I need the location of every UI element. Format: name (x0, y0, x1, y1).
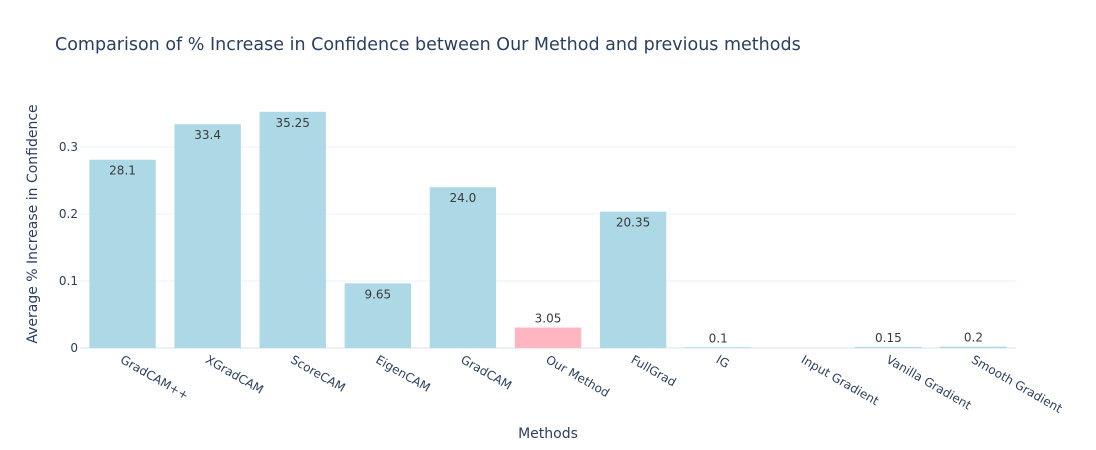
x-tick-label: IG (714, 352, 732, 371)
x-tick-label: Our Method (544, 352, 612, 400)
y-tick-label: 0.1 (59, 274, 78, 288)
x-tick-label: GradCAM++ (118, 352, 191, 402)
bar-data-label: 0.2 (964, 331, 983, 345)
bar (344, 283, 412, 348)
bar-data-label: 0.15 (875, 331, 902, 345)
bar-data-label: 3.05 (535, 312, 562, 326)
y-tick-label: 0.3 (59, 140, 78, 154)
y-axis-ticks: 0 0.1 0.2 0.3 (59, 140, 78, 355)
x-axis-title: Methods (518, 426, 578, 442)
bar-data-label: 0.1 (709, 331, 728, 345)
bar (174, 124, 241, 348)
bar (89, 159, 156, 348)
x-tick-label: GradCAM (458, 352, 514, 392)
x-tick-label: EigenCAM (373, 352, 432, 394)
bar (684, 347, 752, 348)
bar (514, 327, 582, 348)
bars: 28.1 33.4 35.25 9.65 24.0 3.05 20.35 0.1 0.15 0.2 (89, 111, 1007, 348)
x-tick-label: FullGrad (629, 352, 679, 389)
bar-data-label: 35.25 (276, 116, 310, 130)
bar-data-label: 20.35 (616, 216, 650, 230)
bar-data-label: 24.0 (450, 191, 477, 205)
y-axis-title: Average % Increase in Confidence (25, 104, 41, 343)
x-axis-ticks: GradCAM++ XGradCAM ScoreCAM EigenCAM GradCAM… (118, 352, 1065, 415)
bar (429, 187, 497, 348)
x-tick-label: Smooth Gradient (969, 352, 1065, 415)
y-tick-label: 0 (70, 341, 78, 355)
x-tick-label: ScoreCAM (288, 352, 347, 394)
bar-data-label: 33.4 (194, 128, 221, 142)
bar (855, 346, 922, 348)
bar (940, 346, 1007, 348)
x-tick-label: Vanilla Gradient (884, 352, 974, 412)
bar-data-label: 28.1 (109, 164, 136, 178)
y-tick-label: 0.2 (59, 207, 78, 221)
x-tick-label: XGradCAM (203, 352, 266, 396)
chart-title: Comparison of % Increase in Confidence b… (55, 35, 801, 55)
bar (259, 111, 326, 348)
bar (599, 211, 667, 348)
bar-data-label: 9.65 (364, 287, 391, 301)
x-tick-label: Input Gradient (799, 352, 882, 408)
